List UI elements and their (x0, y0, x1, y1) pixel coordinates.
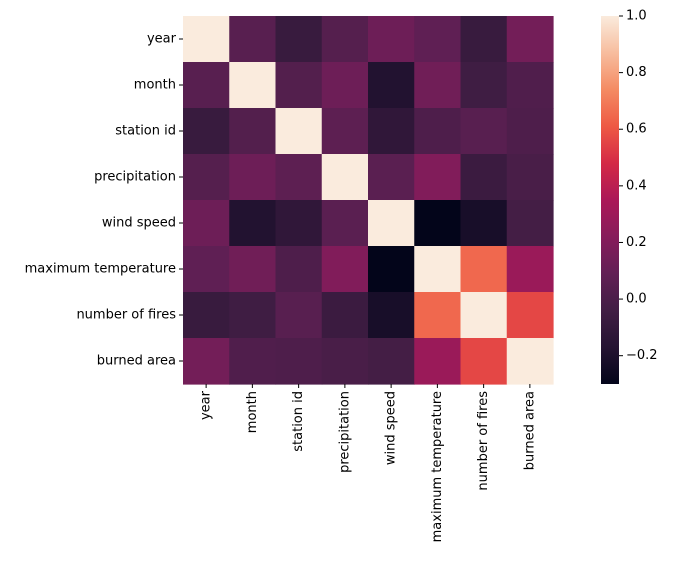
heatmap-cell-6-1 (229, 292, 277, 339)
col-tick-label: maximum temperature (430, 391, 445, 542)
heatmap-cell-4-5 (414, 200, 462, 247)
col-tick-label: station id (291, 391, 306, 452)
row-tick-label: maximum temperature (25, 262, 176, 277)
heatmap-cell-1-2 (275, 62, 323, 109)
colorbar-tick-label: 0.2 (626, 235, 647, 250)
heatmap-cell-3-0 (183, 154, 230, 201)
col-tick-label: number of fires (476, 391, 491, 491)
heatmap-cell-5-2 (275, 246, 323, 293)
heatmap-cell-0-5 (414, 16, 462, 63)
heatmap-cell-1-7 (506, 62, 554, 109)
colorbar-tick-label: 1.0 (626, 9, 647, 24)
heatmap-cell-0-0 (183, 16, 230, 63)
heatmap-cell-7-2 (275, 338, 323, 385)
heatmap-cell-2-0 (183, 108, 230, 155)
row-tick-label: wind speed (102, 216, 176, 231)
heatmap-cell-6-0 (183, 292, 230, 339)
heatmap-cell-7-7 (506, 338, 554, 385)
heatmap-cell-6-6 (460, 292, 508, 339)
row-tick-label: year (147, 32, 177, 47)
heatmap-cell-3-7 (506, 154, 554, 201)
heatmap-cell-2-5 (414, 108, 462, 155)
heatmap-cell-2-6 (460, 108, 508, 155)
heatmap-cell-5-1 (229, 246, 277, 293)
heatmap-cell-7-5 (414, 338, 462, 385)
col-tick-label: month (245, 391, 260, 433)
heatmap-cell-0-2 (275, 16, 323, 63)
heatmap-cell-6-7 (506, 292, 554, 339)
colorbar-tick-label: −0.2 (626, 348, 658, 363)
heatmap-cell-2-4 (368, 108, 415, 155)
row-tick-label: month (134, 78, 176, 93)
row-tick-label: burned area (97, 354, 176, 369)
heatmap-cell-4-1 (229, 200, 277, 247)
heatmap-cell-0-4 (368, 16, 415, 63)
heatmap-cell-3-2 (275, 154, 323, 201)
heatmap-cell-5-4 (368, 246, 415, 293)
heatmap-cell-2-7 (506, 108, 554, 155)
heatmap-cell-2-2 (275, 108, 323, 155)
colorbar-tick-label: 0.8 (626, 65, 647, 80)
heatmap-cell-2-1 (229, 108, 277, 155)
heatmap-cell-1-1 (229, 62, 277, 109)
colorbar-gradient (601, 16, 619, 384)
heatmap-cell-7-1 (229, 338, 277, 385)
heatmap-cell-6-4 (368, 292, 415, 339)
heatmap-cell-3-4 (368, 154, 415, 201)
heatmap-cell-4-3 (321, 200, 369, 247)
heatmap-cell-1-0 (183, 62, 230, 109)
row-tick-label: station id (115, 124, 176, 139)
col-tick-label: burned area (522, 391, 537, 470)
heatmap-cell-7-4 (368, 338, 415, 385)
heatmap-cell-6-2 (275, 292, 323, 339)
row-tick-labels: year month station id precipitation wind spe… (25, 32, 183, 369)
heatmap-cell-7-6 (460, 338, 508, 385)
heatmap-cell-4-7 (506, 200, 554, 247)
heatmap-cell-5-5 (414, 246, 462, 293)
col-tick-label: wind speed (384, 391, 399, 465)
heatmap-cell-7-3 (321, 338, 369, 385)
heatmap-cell-1-4 (368, 62, 415, 109)
row-tick-label: number of fires (76, 308, 176, 323)
heatmap-cell-4-2 (275, 200, 323, 247)
heatmap-cell-1-5 (414, 62, 462, 109)
heatmap-cell-3-3 (321, 154, 369, 201)
heatmap-cell-3-6 (460, 154, 508, 201)
heatmap-cell-5-6 (460, 246, 508, 293)
column-tick-labels: year month station id precipitation wind spe… (199, 384, 537, 542)
heatmap-cell-7-0 (183, 338, 230, 385)
heatmap-cell-0-1 (229, 16, 277, 63)
row-tick-label: precipitation (94, 170, 176, 185)
heatmap-cell-6-5 (414, 292, 462, 339)
heatmap-cell-1-3 (321, 62, 369, 109)
heatmap-cell-4-6 (460, 200, 508, 247)
heatmap-cell-4-4 (368, 200, 415, 247)
colorbar: −0.2 0.0 0.2 0.4 0.6 0.8 1.0 (601, 9, 658, 384)
colorbar-tick-label: 0.6 (626, 122, 647, 137)
heatmap-cell-5-7 (506, 246, 554, 293)
colorbar-tick-label: 0.0 (626, 292, 647, 307)
heatmap-cell-5-0 (183, 246, 230, 293)
heatmap-cell-2-3 (321, 108, 369, 155)
heatmap-cell-4-0 (183, 200, 230, 247)
colorbar-tick-label: 0.4 (626, 178, 647, 193)
heatmap-cell-3-5 (414, 154, 462, 201)
col-tick-label: year (199, 390, 214, 420)
heatmap-cell-0-6 (460, 16, 508, 63)
heatmap-cells (183, 16, 554, 385)
heatmap-cell-0-7 (506, 16, 554, 63)
col-tick-label: precipitation (337, 391, 352, 473)
heatmap-cell-1-6 (460, 62, 508, 109)
heatmap-cell-6-3 (321, 292, 369, 339)
heatmap-cell-5-3 (321, 246, 369, 293)
heatmap-cell-0-3 (321, 16, 369, 63)
heatmap-cell-3-1 (229, 154, 277, 201)
